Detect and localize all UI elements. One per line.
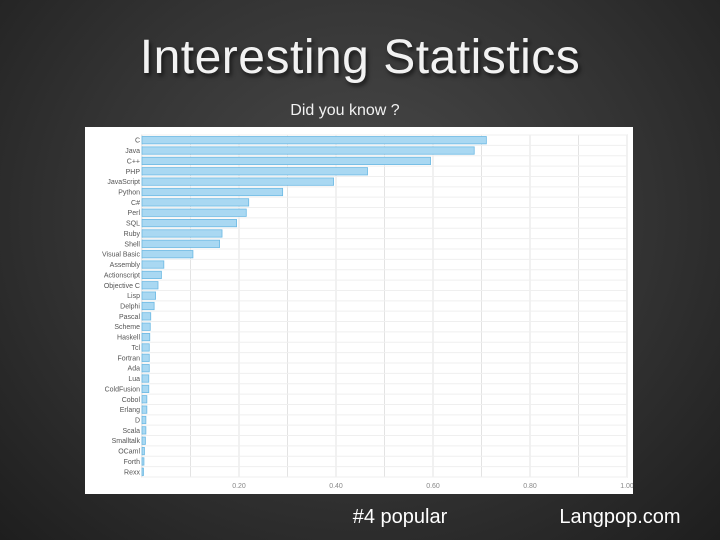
- bar: [141, 312, 152, 321]
- category-label: Objective C: [104, 283, 140, 290]
- category-label: Haskell: [117, 335, 140, 342]
- bar: [141, 146, 475, 155]
- category-label: C: [135, 138, 140, 145]
- category-label: Actionscript: [104, 272, 140, 279]
- slide-subtitle: Did you know ?: [290, 102, 400, 119]
- x-tick-label: 0.80: [523, 483, 537, 490]
- bar: [141, 353, 150, 362]
- category-label: Ruby: [124, 231, 141, 238]
- category-label: Assembly: [110, 262, 141, 269]
- bar: [141, 436, 146, 445]
- bar: [141, 291, 156, 300]
- bar: [141, 219, 237, 228]
- bar: [141, 260, 165, 269]
- category-label: D: [135, 418, 140, 425]
- category-label: Shell: [124, 241, 140, 248]
- bar: [141, 270, 162, 279]
- category-label: Erlang: [120, 407, 140, 414]
- bar: [141, 177, 334, 186]
- bar: [141, 343, 150, 352]
- bar: [141, 208, 247, 217]
- chart-panel: C Java C++ PHP JavaScript Python C# Perl SQL Ruby…: [85, 127, 633, 494]
- bar: [141, 333, 151, 342]
- bar: [141, 405, 148, 414]
- category-label: Cobol: [122, 397, 141, 404]
- category-label: Tcl: [131, 345, 140, 352]
- bar: [141, 426, 147, 435]
- bar: [141, 136, 487, 145]
- category-label: Fortran: [117, 355, 140, 362]
- footer-rank-note: #4 popular: [352, 506, 448, 528]
- bar: [141, 447, 145, 456]
- category-label: SQL: [126, 221, 140, 228]
- category-label: Lisp: [127, 293, 140, 300]
- footer-source: Langpop.com: [559, 506, 681, 528]
- bar: [141, 301, 155, 311]
- bar: [141, 415, 147, 425]
- category-label: Python: [118, 190, 140, 197]
- bar: [141, 322, 151, 331]
- category-label: Rexx: [124, 469, 140, 476]
- slide-title: Interesting Statistics: [139, 31, 581, 84]
- category-label: Pascal: [119, 314, 140, 321]
- category-label: OCaml: [118, 449, 140, 456]
- category-label: C++: [127, 158, 140, 165]
- x-tick-label: 0.60: [426, 483, 440, 490]
- bar: [141, 467, 144, 476]
- category-label: Ada: [128, 366, 141, 373]
- bar: [141, 281, 159, 290]
- category-label: Forth: [124, 459, 140, 466]
- bar: [141, 395, 148, 404]
- bar: [141, 198, 250, 207]
- bar: [141, 364, 150, 373]
- bar: [141, 250, 194, 259]
- bar-chart: C Java C++ PHP JavaScript Python C# Perl SQL Ruby…: [102, 134, 633, 490]
- bar: [141, 457, 145, 466]
- x-tick-label: 0.20: [232, 483, 246, 490]
- bar: [141, 384, 150, 393]
- category-label: Java: [125, 148, 140, 155]
- x-tick-label: 1.00: [620, 483, 633, 490]
- category-label: C#: [131, 200, 140, 207]
- category-label: Delphi: [120, 304, 140, 311]
- bar: [141, 187, 284, 197]
- category-label: Scala: [122, 428, 140, 435]
- category-label: Smalltalk: [112, 438, 141, 445]
- category-label: JavaScript: [107, 179, 140, 186]
- category-label: ColdFusion: [105, 386, 141, 393]
- category-label: Scheme: [114, 324, 140, 331]
- category-label: Visual Basic: [102, 252, 141, 259]
- bar: [141, 167, 368, 176]
- bar: [141, 374, 150, 383]
- bar: [141, 229, 223, 238]
- bar: [141, 156, 431, 165]
- x-tick-label: 0.40: [329, 483, 343, 490]
- category-label: Perl: [128, 210, 141, 217]
- bar: [141, 239, 220, 248]
- category-label: Lua: [128, 376, 140, 383]
- category-label: PHP: [126, 169, 141, 176]
